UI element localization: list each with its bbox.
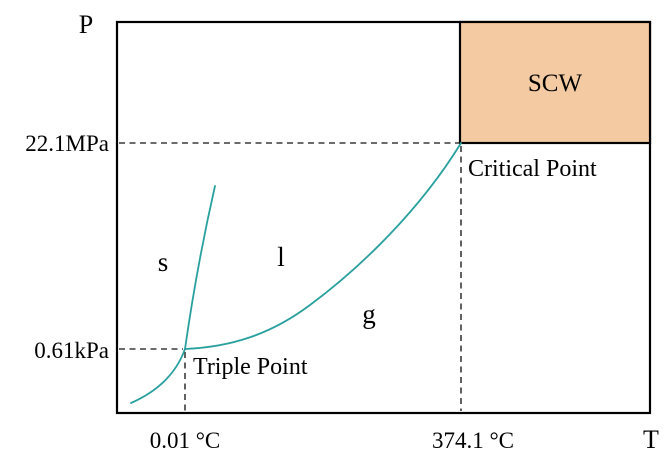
triple-point-annotation: Triple Point — [193, 354, 308, 380]
scw-region-label: SCW — [528, 70, 583, 97]
plot-border — [115, 20, 652, 415]
triple-pressure-tick: 0.61kPa — [34, 338, 109, 363]
sublimation-curve — [130, 348, 186, 404]
critical-pressure-tick: 22.1MPa — [25, 131, 109, 156]
liquid-region-label: l — [277, 242, 285, 272]
solid-region-label: s — [158, 247, 169, 277]
temperature-axis-label: T — [643, 425, 659, 454]
vaporization-curve — [184, 142, 462, 350]
gas-region-label: g — [362, 299, 376, 329]
critical-point-annotation: Critical Point — [468, 156, 597, 182]
pressure-axis-label: P — [79, 10, 93, 39]
melting-curve — [184, 185, 216, 350]
critical-temperature-tick: 374.1 °C — [432, 428, 514, 453]
scw-region — [458, 20, 652, 145]
triple-temperature-tick: 0.01 °C — [150, 428, 221, 453]
